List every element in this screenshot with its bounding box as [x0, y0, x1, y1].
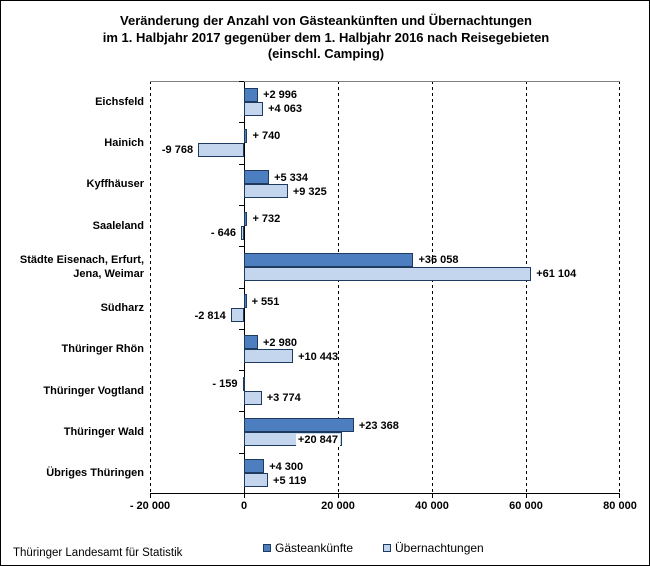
category-label: Städte Eisenach, Erfurt, Jena, Weimar	[19, 253, 144, 280]
category-label: Thüringer Vogtland	[43, 384, 144, 397]
legend-item-gaesteankuenfte: Gästeankünfte	[263, 541, 353, 555]
gridline	[150, 81, 151, 494]
category-label: Übriges Thüringen	[46, 467, 144, 480]
bar	[244, 335, 258, 350]
category-label: Thüringer Wald	[63, 426, 144, 439]
bar	[242, 376, 245, 391]
x-tick-label: 20 000	[321, 500, 355, 512]
gridline	[432, 81, 433, 494]
bar	[244, 211, 248, 226]
value-label: - 646	[210, 227, 236, 240]
value-label: +4 300	[269, 460, 304, 473]
value-label: +9 325	[292, 185, 327, 198]
bar	[244, 266, 532, 281]
bar	[230, 308, 244, 323]
value-label: +23 368	[358, 419, 399, 432]
bar	[244, 170, 270, 185]
value-label: +5 334	[274, 171, 309, 184]
value-label: +2 980	[263, 336, 297, 349]
x-axis-line	[150, 493, 620, 494]
x-axis-tick	[244, 494, 245, 498]
value-label: +36 058	[418, 254, 459, 267]
source-note: Thüringer Landesamt für Statistik	[13, 547, 183, 559]
x-axis-tick	[619, 494, 620, 498]
zero-axis-line	[244, 81, 245, 494]
value-label: +20 847	[295, 433, 340, 446]
category-axis-tick	[239, 329, 244, 330]
x-tick-label: 60 000	[509, 500, 543, 512]
bar	[244, 390, 262, 405]
category-axis-tick	[239, 205, 244, 206]
category-axis-tick	[239, 122, 244, 123]
value-label: +5 119	[273, 474, 307, 487]
category-label: Südharz	[100, 302, 144, 315]
bar	[244, 349, 294, 364]
bar	[244, 294, 247, 309]
x-axis-tick	[150, 494, 151, 498]
category-label: Kyffhäuser	[86, 178, 144, 191]
legend-item-uebernachtungen: Übernachtungen	[383, 541, 484, 555]
gridline	[619, 81, 620, 494]
value-label: + 551	[251, 295, 280, 308]
category-label: Thüringer Rhön	[61, 343, 145, 356]
bar	[244, 128, 248, 143]
plot-top-border	[150, 81, 620, 82]
value-label: +2 996	[263, 89, 298, 102]
bar	[244, 459, 265, 474]
value-label: + 732	[252, 213, 281, 226]
category-axis-tick	[239, 246, 244, 247]
value-label: +3 774	[266, 392, 301, 405]
bar	[240, 225, 244, 240]
category-axis-tick	[239, 81, 244, 82]
x-axis-tick	[338, 494, 339, 498]
category-axis-tick	[239, 411, 244, 412]
bar	[244, 473, 269, 488]
bar	[244, 418, 354, 433]
legend-label: Übernachtungen	[395, 541, 484, 555]
category-axis-tick	[239, 370, 244, 371]
value-label: +4 063	[268, 103, 303, 116]
value-label: -2 814	[194, 309, 226, 322]
x-axis-labels: - 20 000 0 20 000 40 000 60 000 80 000	[1, 500, 649, 514]
bar	[244, 252, 414, 267]
legend: Gästeankünfte Übernachtungen	[1, 541, 649, 555]
bar	[244, 101, 264, 116]
category-label: Eichsfeld	[95, 95, 144, 108]
category-axis-labels: Eichsfeld Hainich Kyffhäuser Saaleland Städt…	[1, 81, 144, 494]
value-label: - 159	[212, 378, 238, 391]
legend-label: Gästeankünfte	[275, 541, 354, 555]
category-axis-tick	[239, 288, 244, 289]
x-axis-tick	[526, 494, 527, 498]
legend-swatch-gaesteankuenfte-icon	[263, 544, 271, 552]
chart-title: Veränderung der Anzahl von Gästeankünfte…	[102, 13, 550, 61]
category-axis-tick	[239, 164, 244, 165]
value-label: +61 104	[536, 268, 577, 281]
x-tick-label: 0	[240, 500, 248, 512]
gridline	[526, 81, 527, 494]
legend-swatch-uebernachtungen-icon	[383, 544, 391, 552]
value-label: -9 768	[161, 144, 194, 157]
x-axis-tick	[432, 494, 433, 498]
category-label: Saaleland	[92, 219, 144, 232]
category-axis-tick	[239, 453, 244, 454]
plot-area: +2 996 + 740 +5 334 + 732 +36 058 + 551 +2 980…	[150, 81, 620, 498]
bar	[198, 142, 244, 157]
value-label: + 740	[252, 130, 281, 143]
value-label: +10 443	[298, 350, 339, 363]
x-tick-label: 40 000	[415, 500, 449, 512]
bar	[244, 184, 288, 199]
x-tick-label: 80 000	[603, 500, 637, 512]
category-label: Hainich	[104, 136, 144, 149]
category-axis-tick	[239, 493, 244, 494]
gridline	[338, 81, 339, 494]
x-tick-label: - 20 000	[129, 500, 171, 512]
bar	[244, 87, 259, 102]
